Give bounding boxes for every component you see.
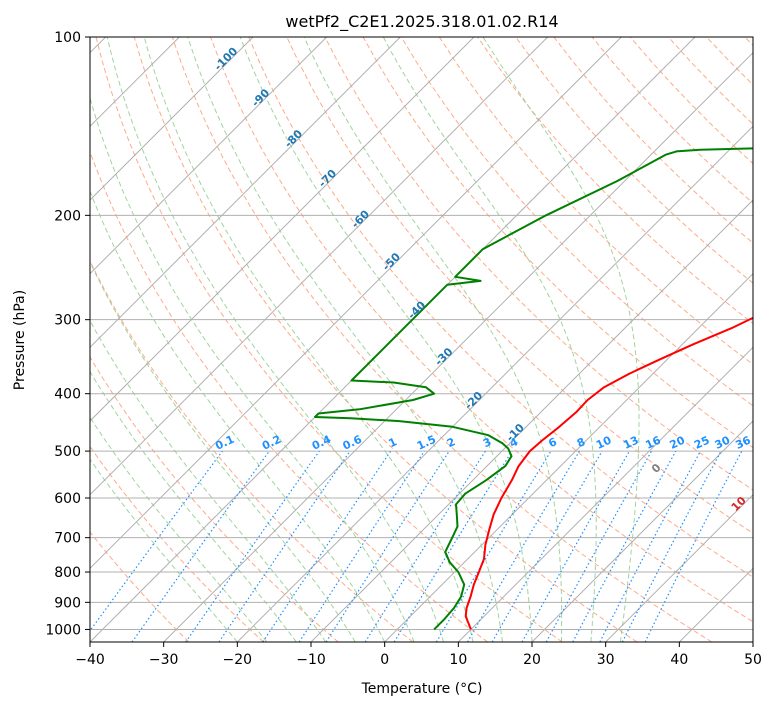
dry-adiabat [90, 356, 339, 642]
y-tick-label: 800 [54, 565, 81, 581]
y-tick-label: 300 [54, 313, 81, 329]
dry-adiabat [324, 37, 753, 491]
x-tick-label: 20 [523, 652, 541, 668]
moist-adiabat [143, 37, 474, 642]
x-tick-label: 10 [449, 652, 467, 668]
moist-adiabat [90, 189, 386, 642]
isotherm-line [457, 346, 753, 642]
mixing-ratio-line [298, 450, 425, 642]
x-tick-label: −30 [149, 652, 179, 668]
y-tick-label: 500 [54, 444, 81, 460]
moist-adiabat [90, 458, 238, 642]
dry-adiabat-label: 20 [771, 525, 775, 545]
dry-adiabat [515, 37, 753, 284]
moist-adiabat [90, 260, 356, 642]
y-tick-label: 200 [54, 208, 81, 224]
moist-adiabat [187, 37, 503, 642]
isotherm-line [531, 420, 753, 642]
dry-adiabat [438, 37, 753, 366]
y-tick-label: 1000 [45, 622, 81, 638]
plot-area [90, 37, 753, 642]
mixing-ratio-label: 36 [733, 433, 753, 451]
moist-adiabat [482, 37, 640, 642]
y-tick-label: 900 [54, 595, 81, 611]
isotherm-line [90, 37, 622, 570]
isotherm-line [236, 125, 753, 642]
y-tick-label: 700 [54, 531, 81, 547]
dewpoint-line [314, 147, 753, 631]
isotherm-line [90, 37, 254, 201]
isotherm-line [90, 37, 328, 275]
mixing-ratio-line [644, 450, 743, 642]
x-tick-label: −10 [296, 652, 326, 668]
mixing-ratio-label: 20 [668, 433, 688, 451]
dry-adiabat [90, 150, 488, 642]
mixing-ratio-line [325, 450, 450, 642]
mixing-ratio-line [545, 450, 653, 642]
mixing-ratio-label: 30 [713, 433, 733, 451]
mixing-ratio-label: 16 [643, 433, 663, 451]
mixing-ratio-line [572, 450, 677, 642]
moist-adiabat [239, 37, 533, 642]
moist-adiabat [90, 319, 327, 642]
x-tick-label: 30 [597, 652, 615, 668]
mixing-ratio-line [90, 450, 223, 632]
mixing-ratio-line [521, 450, 631, 642]
y-tick-label: 600 [54, 491, 81, 507]
x-tick-label: −40 [75, 652, 105, 668]
dry-adiabat [400, 37, 753, 407]
isotherm-line [90, 37, 401, 349]
plot-frame [89, 36, 754, 643]
isotherm-line [90, 37, 475, 422]
y-tick-label: 100 [54, 30, 81, 46]
x-tick-label: −20 [223, 652, 253, 668]
x-tick-label: 0 [380, 652, 389, 668]
mixing-ratio-line [262, 450, 392, 642]
dry-adiabat [248, 37, 753, 578]
x-tick-label: 50 [744, 652, 762, 668]
mixing-ratio-label: 25 [692, 434, 711, 452]
x-tick-label: 40 [670, 652, 688, 668]
moist-adiabat [106, 37, 445, 642]
dry-adiabat [210, 37, 753, 623]
y-tick-label: 400 [54, 387, 81, 403]
mixing-ratio-line [131, 450, 270, 642]
dry-adiabat [90, 531, 190, 642]
temperature-line [464, 316, 753, 630]
dry-adiabat [133, 37, 638, 642]
mixing-ratio-line [393, 450, 513, 642]
chart-title: wetPf2_C2E1.2025.318.01.02.R14 [285, 12, 558, 32]
dry-adiabat [95, 37, 563, 642]
mixing-ratio-label: 10 [594, 433, 614, 451]
dry-adiabat [90, 445, 264, 642]
isotherm-line [163, 51, 753, 642]
mixing-ratio-line [185, 450, 320, 642]
isotherm-line [752, 641, 753, 642]
isotherm-line [310, 199, 753, 642]
isotherm-line [605, 493, 753, 642]
moist-adiabat [303, 37, 563, 642]
x-axis-label: Temperature (°C) [361, 681, 483, 697]
dry-adiabat [171, 37, 712, 642]
mixing-ratio-label: 13 [621, 434, 640, 452]
axes: −40 −30 −20 −10 0 10 20 30 40 50 100 200 300 400 500 60… [45, 30, 762, 668]
y-axis-label: Pressure (hPa) [12, 290, 28, 390]
moist-adiabat [382, 37, 597, 642]
mixing-ratio-line [218, 450, 351, 642]
profile-series [314, 147, 753, 631]
isotherm-line [90, 37, 549, 496]
moist-adiabat [90, 416, 268, 642]
